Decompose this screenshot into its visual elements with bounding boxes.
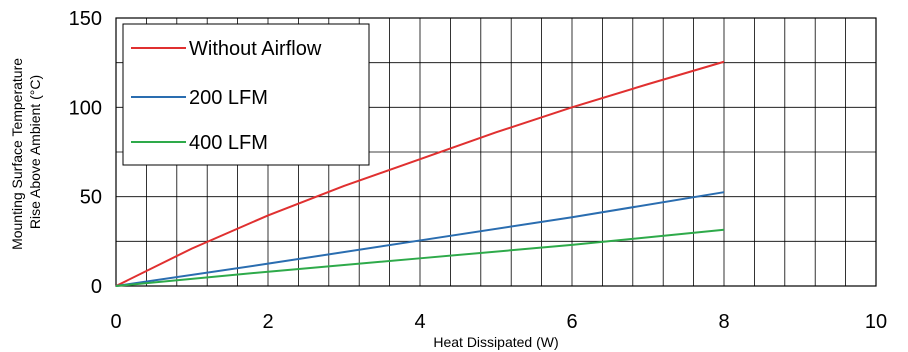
series-lines	[115, 60, 725, 287]
x-tick-label: 0	[110, 311, 121, 333]
x-tick-label: 8	[718, 311, 729, 333]
y-axis-title-line-2: Rise Above Ambient (°C)	[27, 75, 43, 229]
x-tick-label: 10	[865, 311, 887, 333]
legend-label-1: 200 LFM	[189, 87, 268, 109]
y-tick-labels: 0 50 100 150	[69, 8, 102, 298]
y-tick-label: 0	[91, 276, 102, 298]
y-tick-label: 100	[69, 97, 102, 119]
y-axis-title-line-1: Mounting Surface Temperature	[9, 58, 25, 250]
x-axis-title: Heat Dissipated (W)	[433, 334, 558, 350]
y-axis-title: Mounting Surface Temperature Rise Above …	[9, 54, 43, 250]
x-tick-label: 2	[262, 311, 273, 333]
y-tick-label: 150	[69, 8, 102, 30]
x-tick-labels: 0 2 4 6 8 10	[110, 311, 887, 333]
legend-items: Without Airflow 200 LFM 400 LFM	[131, 38, 322, 154]
legend-label-0: Without Airflow	[189, 38, 322, 60]
legend: Without Airflow 200 LFM 400 LFM	[122, 23, 370, 166]
y-tick-label: 50	[80, 187, 102, 209]
series-line-0	[115, 60, 725, 287]
x-tick-label: 4	[414, 311, 425, 333]
legend-label-2: 400 LFM	[189, 132, 268, 154]
plot-frame	[115, 17, 877, 287]
x-tick-label: 6	[566, 311, 577, 333]
series-line-1	[115, 191, 725, 287]
series-line-2	[115, 228, 725, 287]
